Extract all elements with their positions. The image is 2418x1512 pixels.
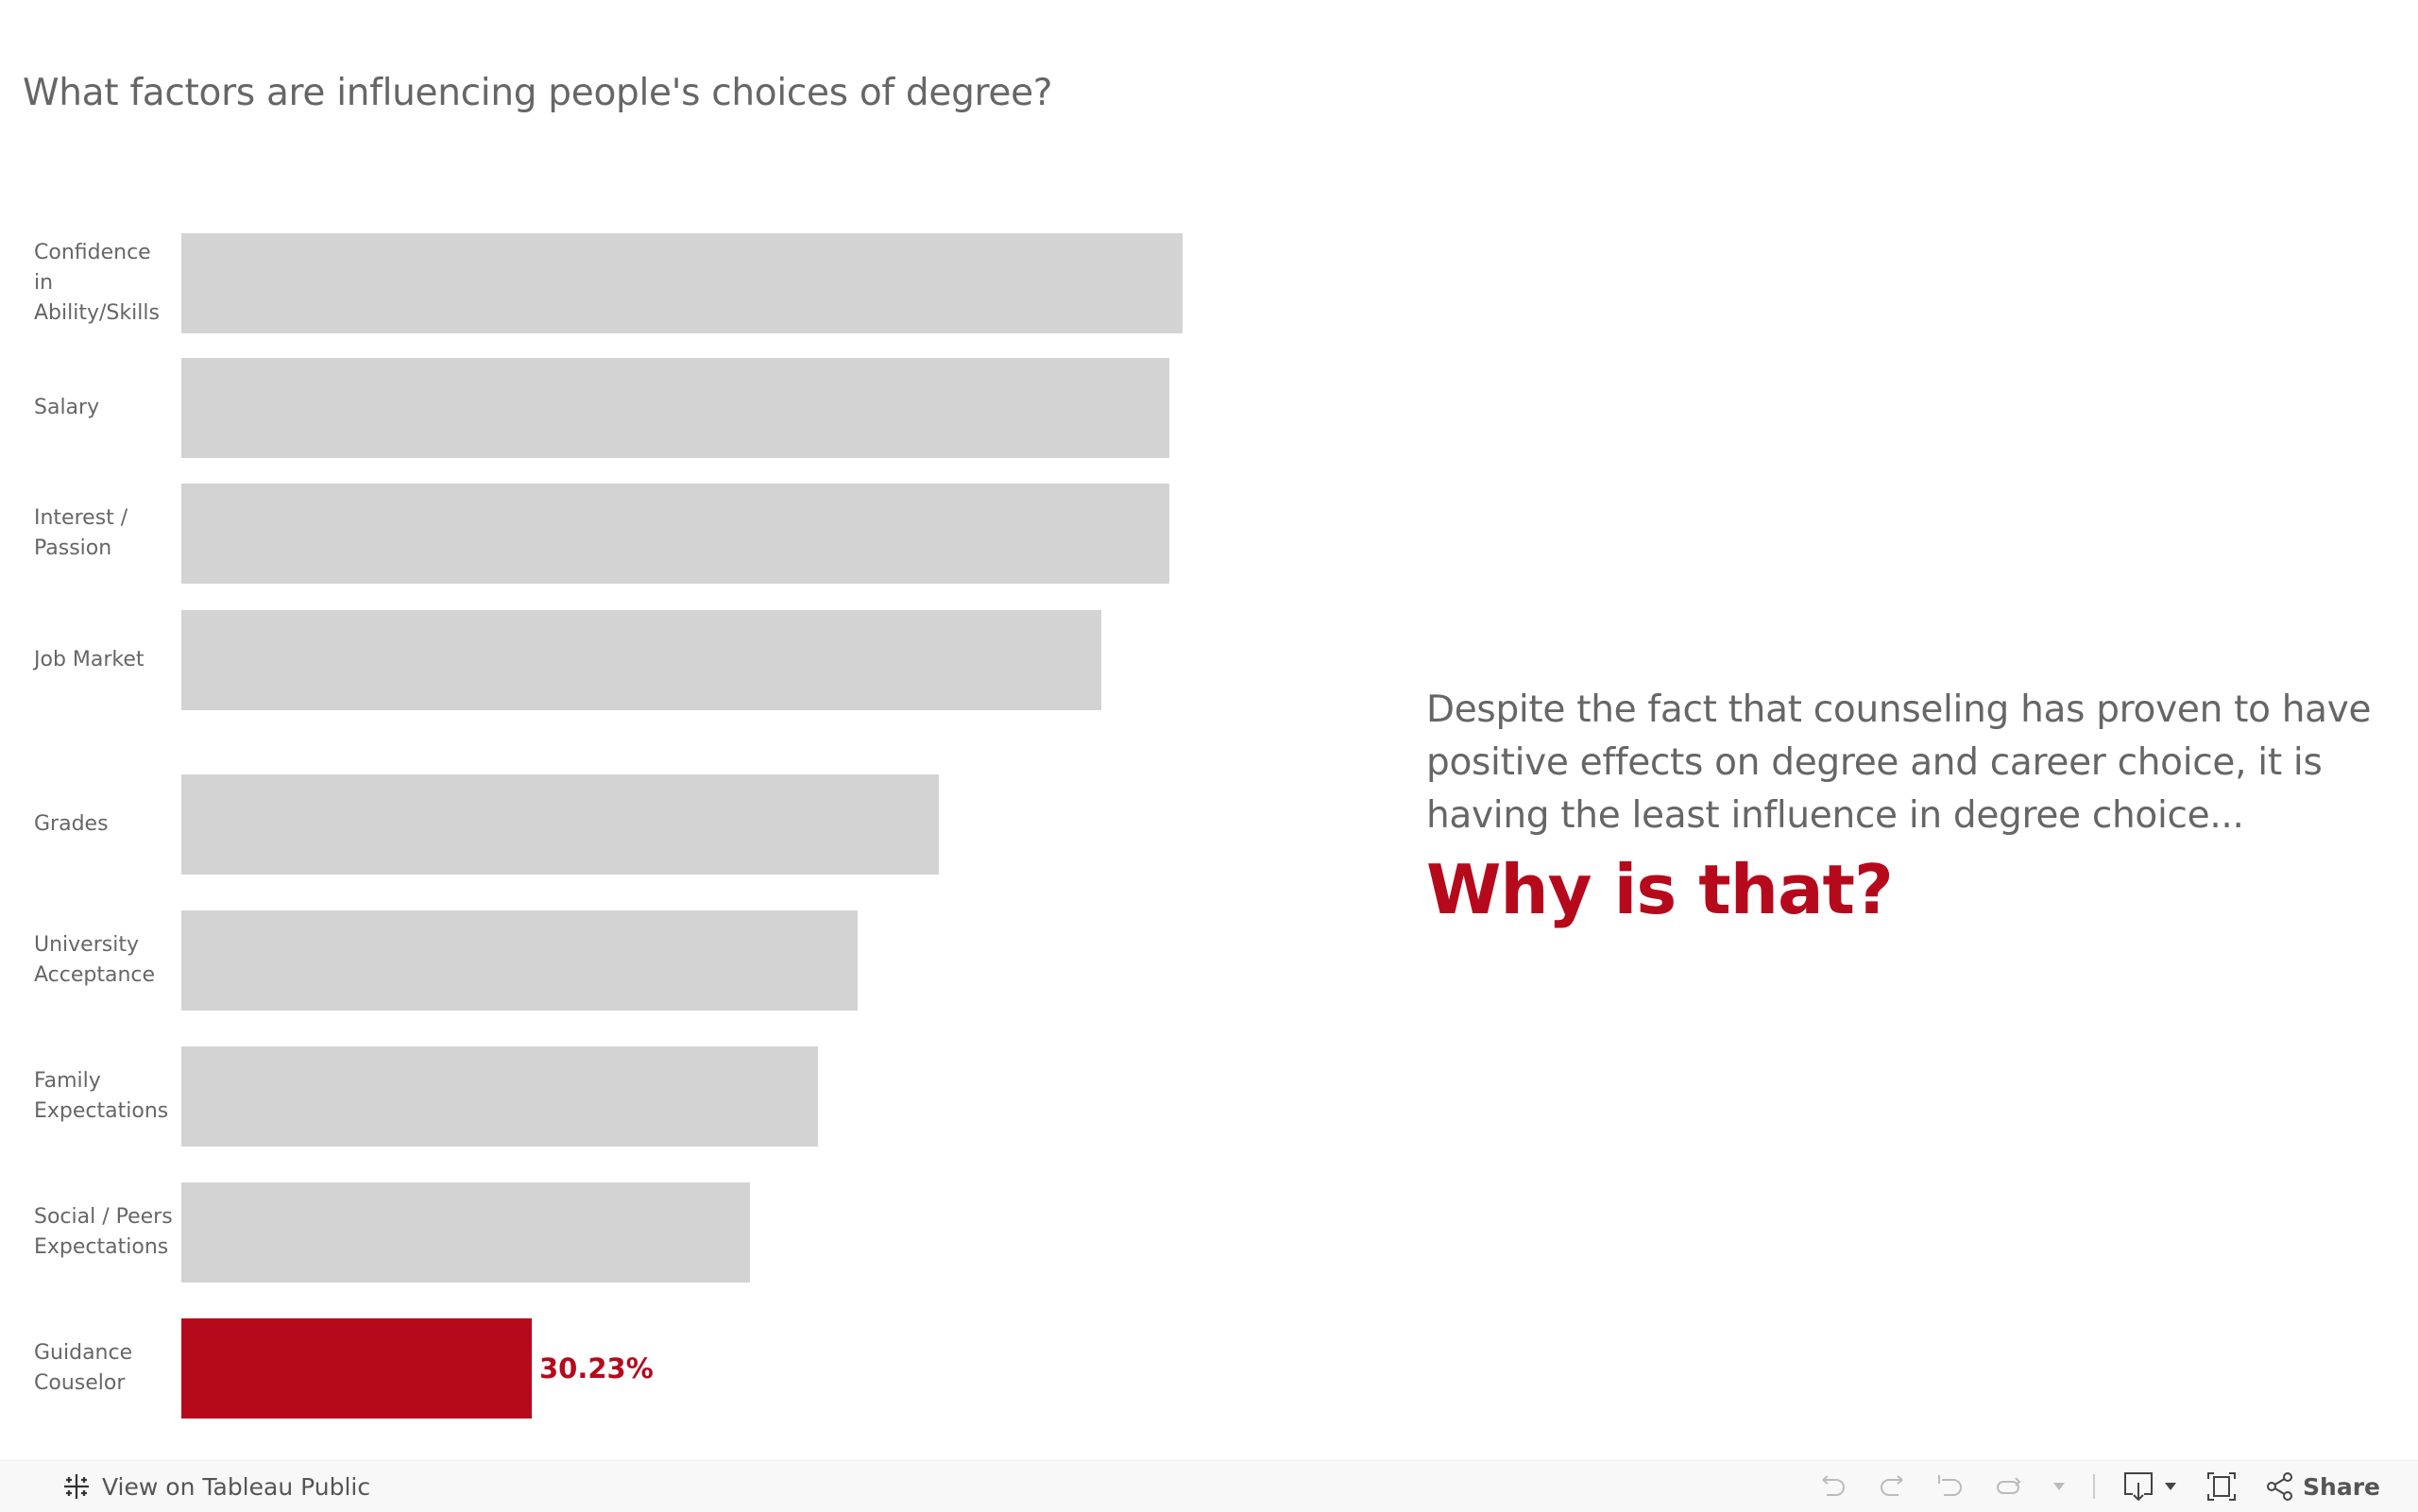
bar[interactable] (181, 358, 1169, 458)
bar[interactable] (181, 1046, 818, 1147)
bar[interactable] (181, 1182, 750, 1283)
bar-row: Salary (0, 358, 1322, 458)
toolbar-divider (2093, 1474, 2096, 1499)
tableau-toolbar: View on Tableau Public Share (0, 1460, 2418, 1512)
share-button[interactable]: Share (2265, 1471, 2380, 1502)
bar-row: Social / Peers Expectations (0, 1182, 1322, 1283)
category-label: University Acceptance (34, 933, 156, 987)
bar-row: Interest / Passion (0, 484, 1322, 584)
annotation-headline: Why is that? (1426, 850, 1894, 929)
bar[interactable] (181, 610, 1101, 710)
bar-row: Family Expectations (0, 1046, 1322, 1147)
bar[interactable] (181, 233, 1183, 333)
category-label: Confidence in Ability/Skills (34, 241, 160, 325)
bar[interactable] (181, 774, 939, 875)
download-button[interactable] (2121, 1470, 2178, 1504)
category-label: Interest / Passion (34, 506, 128, 560)
category-label: Job Market (34, 648, 145, 671)
category-label: Guidance Couselor (34, 1341, 133, 1395)
category-label: Salary (34, 396, 100, 419)
bar-row: Job Market (0, 610, 1322, 710)
category-label: Family Expectations (34, 1069, 169, 1123)
tableau-logo-icon (64, 1474, 89, 1499)
revert-icon[interactable] (1934, 1470, 1967, 1503)
highlight-bar[interactable] (181, 1318, 532, 1419)
annotation: Despite the fact that counseling has pro… (1426, 684, 2380, 929)
category-label: Social / Peers Expectations (34, 1205, 173, 1259)
view-on-tableau-label: View on Tableau Public (102, 1472, 371, 1501)
fullscreen-icon[interactable] (2205, 1470, 2239, 1504)
page-title: What factors are influencing people's ch… (23, 72, 1053, 114)
download-icon (2124, 1472, 2154, 1502)
refresh-icon[interactable] (1993, 1470, 2025, 1503)
bar-row: University Acceptance (0, 910, 1322, 1011)
redo-icon[interactable] (1876, 1470, 1908, 1503)
category-label: Grades (34, 812, 109, 836)
bar-row: Grades (0, 774, 1322, 875)
bar[interactable] (181, 484, 1169, 584)
pause-dropdown-icon[interactable] (2052, 1479, 2067, 1494)
chevron-down-icon (2165, 1483, 2177, 1490)
bar-row-highlight: Guidance Couselor 30.23% (0, 1318, 1322, 1419)
view-on-tableau-link[interactable]: View on Tableau Public (60, 1461, 370, 1512)
undo-icon[interactable] (1817, 1470, 1849, 1503)
share-icon (2267, 1472, 2293, 1501)
toolbar-actions: Share (1817, 1461, 2380, 1512)
share-label: Share (2303, 1472, 2380, 1501)
bar[interactable] (181, 910, 858, 1011)
bar-chart: Confidence in Ability/Skills Salary Inter… (0, 233, 1322, 1419)
bar-row: Confidence in Ability/Skills (0, 233, 1322, 333)
bar-value-label: 30.23% (539, 1352, 654, 1385)
annotation-body: Despite the fact that counseling has pro… (1426, 688, 2372, 837)
